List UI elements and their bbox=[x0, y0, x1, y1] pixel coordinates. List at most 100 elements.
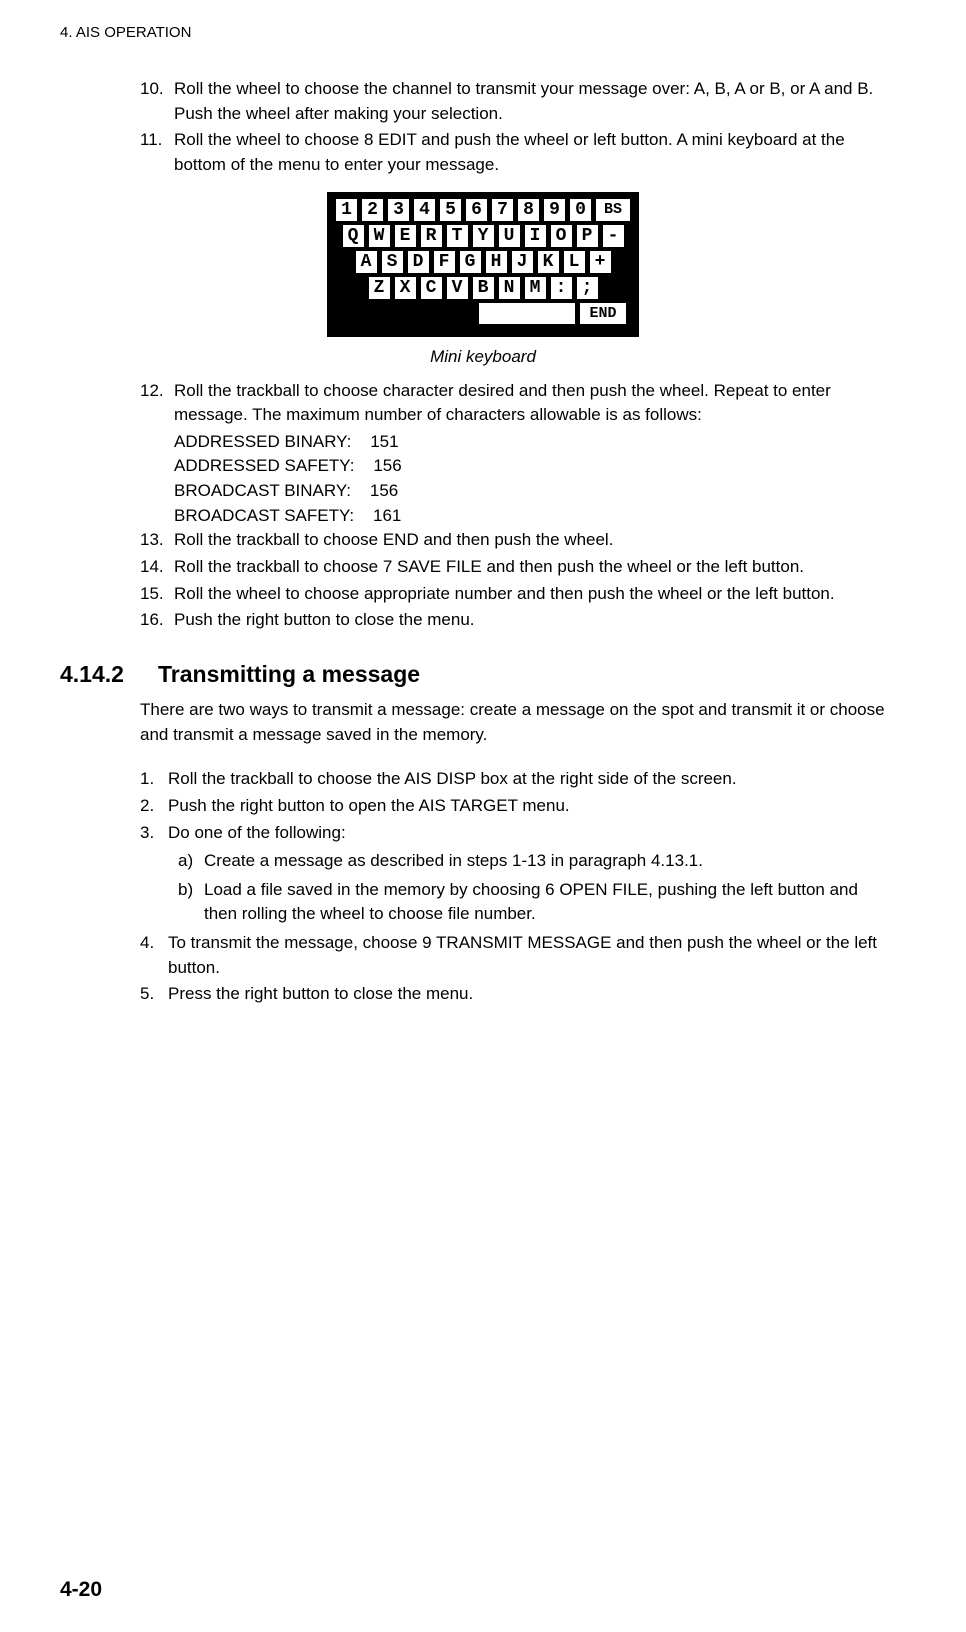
list-number: 12. bbox=[140, 379, 174, 428]
list-number: 4. bbox=[140, 931, 168, 980]
list-number: 14. bbox=[140, 555, 174, 580]
keyboard-key: A bbox=[355, 250, 378, 274]
list-number: 3. bbox=[140, 821, 168, 846]
list-text: Roll the wheel to choose 8 EDIT and push… bbox=[174, 128, 886, 177]
keyboard-key: K bbox=[537, 250, 560, 274]
keyboard-key: B bbox=[472, 276, 495, 300]
keyboard-key: N bbox=[498, 276, 521, 300]
section-title: Transmitting a message bbox=[158, 661, 420, 688]
page-number: 4-20 bbox=[60, 1578, 102, 1602]
list-item: 5. Press the right button to close the m… bbox=[140, 982, 886, 1007]
list-item: 14. Roll the trackball to choose 7 SAVE … bbox=[140, 555, 886, 580]
keyboard-key: W bbox=[368, 224, 391, 248]
list-text: To transmit the message, choose 9 TRANSM… bbox=[168, 931, 886, 980]
section-heading: 4.14.2 Transmitting a message bbox=[60, 661, 906, 688]
keyboard-row: Z X C V B N M : ; bbox=[335, 276, 631, 300]
keyboard-key: J bbox=[511, 250, 534, 274]
keyboard-key: : bbox=[550, 276, 573, 300]
figure-caption: Mini keyboard bbox=[60, 347, 906, 367]
list-text: Push the right button to open the AIS TA… bbox=[168, 794, 886, 819]
keyboard-key: 7 bbox=[491, 198, 514, 222]
list-number: 15. bbox=[140, 582, 174, 607]
list-item: 13. Roll the trackball to choose END and… bbox=[140, 528, 886, 553]
list-text: Push the right button to close the menu. bbox=[174, 608, 886, 633]
keyboard-key: D bbox=[407, 250, 430, 274]
keyboard-key: M bbox=[524, 276, 547, 300]
list-item: 2. Push the right button to open the AIS… bbox=[140, 794, 886, 819]
list-item: 12. Roll the trackball to choose charact… bbox=[140, 379, 886, 428]
keyboard-key: 1 bbox=[335, 198, 358, 222]
keyboard-key: - bbox=[602, 224, 625, 248]
keyboard-key: 4 bbox=[413, 198, 436, 222]
list-number: 16. bbox=[140, 608, 174, 633]
keyboard-key: X bbox=[394, 276, 417, 300]
list-number: 13. bbox=[140, 528, 174, 553]
list-number: 11. bbox=[140, 128, 174, 177]
keyboard-key: 9 bbox=[543, 198, 566, 222]
list-number: 10. bbox=[140, 77, 174, 126]
char-limit-line: ADDRESSED BINARY: 151 bbox=[174, 430, 886, 455]
sub-list-text: Load a file saved in the memory by choos… bbox=[204, 878, 886, 927]
keyboard-key: R bbox=[420, 224, 443, 248]
keyboard-key: T bbox=[446, 224, 469, 248]
list-number: 1. bbox=[140, 767, 168, 792]
keyboard-key: O bbox=[550, 224, 573, 248]
sub-list-marker: b) bbox=[178, 878, 204, 927]
keyboard-key: 3 bbox=[387, 198, 410, 222]
list-item: 1. Roll the trackball to choose the AIS … bbox=[140, 767, 886, 792]
list-item: 11. Roll the wheel to choose 8 EDIT and … bbox=[140, 128, 886, 177]
keyboard-key: C bbox=[420, 276, 443, 300]
keyboard-key-end: END bbox=[579, 302, 627, 325]
list-item: 4. To transmit the message, choose 9 TRA… bbox=[140, 931, 886, 980]
list-text: Roll the trackball to choose the AIS DIS… bbox=[168, 767, 886, 792]
list-item: 15. Roll the wheel to choose appropriate… bbox=[140, 582, 886, 607]
list-text: Roll the wheel to choose the channel to … bbox=[174, 77, 886, 126]
keyboard-key: V bbox=[446, 276, 469, 300]
keyboard-key: I bbox=[524, 224, 547, 248]
list-text: Press the right button to close the menu… bbox=[168, 982, 886, 1007]
keyboard-key-backspace: BS bbox=[595, 198, 631, 222]
keyboard-row: A S D F G H J K L + bbox=[335, 250, 631, 274]
keyboard-key: Y bbox=[472, 224, 495, 248]
list-text: Roll the trackball to choose character d… bbox=[174, 379, 886, 428]
list-text: Roll the trackball to choose 7 SAVE FILE… bbox=[174, 555, 886, 580]
keyboard-key: Z bbox=[368, 276, 391, 300]
keyboard-key: ; bbox=[576, 276, 599, 300]
list-text: Do one of the following: bbox=[168, 821, 886, 846]
list-number: 2. bbox=[140, 794, 168, 819]
keyboard-key: 8 bbox=[517, 198, 540, 222]
char-limit-line: ADDRESSED SAFETY: 156 bbox=[174, 454, 886, 479]
section-number: 4.14.2 bbox=[60, 661, 158, 688]
keyboard-key: S bbox=[381, 250, 404, 274]
keyboard-row: END bbox=[335, 302, 631, 325]
keyboard-row: Q W E R T Y U I O P - bbox=[335, 224, 631, 248]
section-intro-paragraph: There are two ways to transmit a message… bbox=[140, 698, 886, 747]
mini-keyboard: 1 2 3 4 5 6 7 8 9 0 BS Q W E R T Y U I bbox=[327, 192, 639, 337]
steps-top-list: 10. Roll the wheel to choose the channel… bbox=[140, 77, 886, 178]
keyboard-key: G bbox=[459, 250, 482, 274]
char-limit-line: BROADCAST BINARY: 156 bbox=[174, 479, 886, 504]
steps-mid-list: 12. Roll the trackball to choose charact… bbox=[140, 379, 886, 633]
sub-list-item: a) Create a message as described in step… bbox=[178, 849, 886, 874]
keyboard-key: U bbox=[498, 224, 521, 248]
list-item: 10. Roll the wheel to choose the channel… bbox=[140, 77, 886, 126]
list-item: 3. Do one of the following: bbox=[140, 821, 886, 846]
keyboard-key: F bbox=[433, 250, 456, 274]
sub-list-text: Create a message as described in steps 1… bbox=[204, 849, 886, 874]
mini-keyboard-figure: 1 2 3 4 5 6 7 8 9 0 BS Q W E R T Y U I bbox=[60, 192, 906, 337]
list-item: 16. Push the right button to close the m… bbox=[140, 608, 886, 633]
chapter-header: 4. AIS OPERATION bbox=[60, 24, 906, 41]
keyboard-key: H bbox=[485, 250, 508, 274]
keyboard-key-space bbox=[478, 302, 576, 325]
keyboard-key: P bbox=[576, 224, 599, 248]
sub-list-item: b) Load a file saved in the memory by ch… bbox=[178, 878, 886, 927]
keyboard-key: E bbox=[394, 224, 417, 248]
keyboard-key: + bbox=[589, 250, 612, 274]
steps-bottom-list: 1. Roll the trackball to choose the AIS … bbox=[140, 767, 886, 1007]
keyboard-key: 2 bbox=[361, 198, 384, 222]
keyboard-key: 0 bbox=[569, 198, 592, 222]
keyboard-key: 5 bbox=[439, 198, 462, 222]
list-text: Roll the wheel to choose appropriate num… bbox=[174, 582, 886, 607]
keyboard-row: 1 2 3 4 5 6 7 8 9 0 BS bbox=[335, 198, 631, 222]
char-limit-line: BROADCAST SAFETY: 161 bbox=[174, 504, 886, 529]
